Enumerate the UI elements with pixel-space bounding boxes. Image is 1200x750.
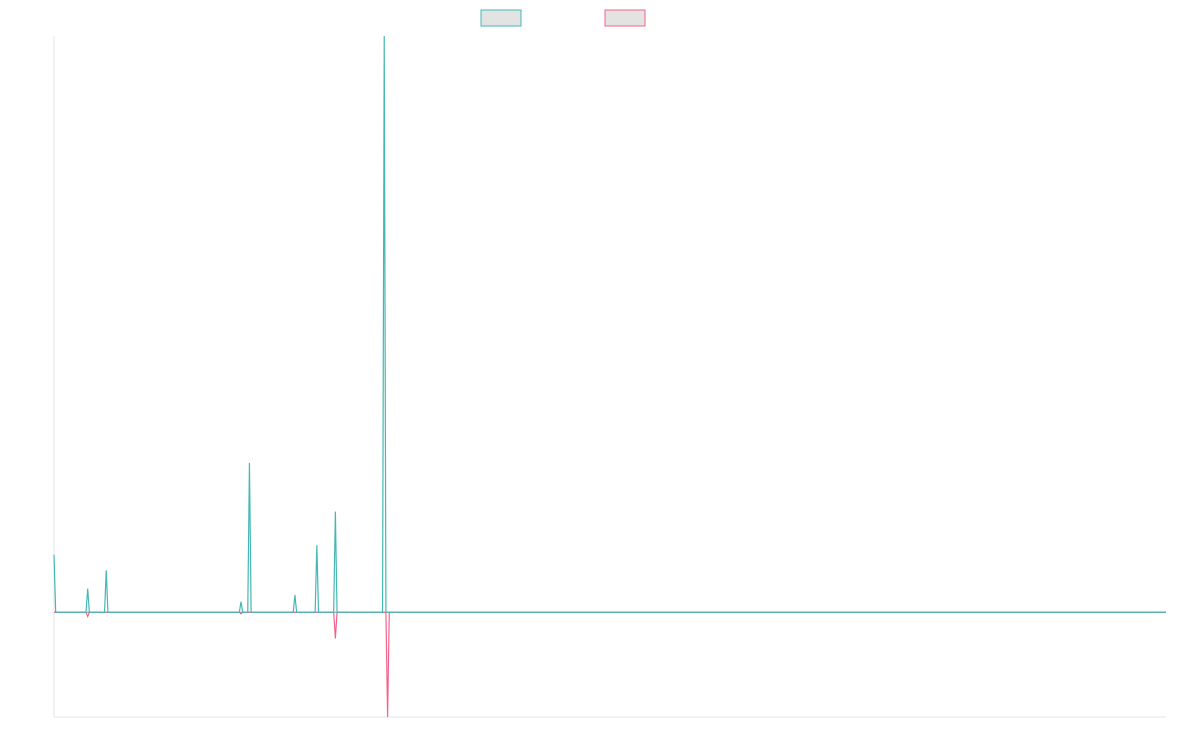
- series-layer: [53, 35, 1166, 718]
- series-line-2: [54, 611, 1166, 718]
- legend: [480, 9, 646, 27]
- plot-area: [53, 35, 1166, 718]
- legend-swatch-series-1[interactable]: [480, 9, 522, 27]
- legend-swatch-series-2[interactable]: [604, 9, 646, 27]
- series-line-1: [53, 35, 1166, 613]
